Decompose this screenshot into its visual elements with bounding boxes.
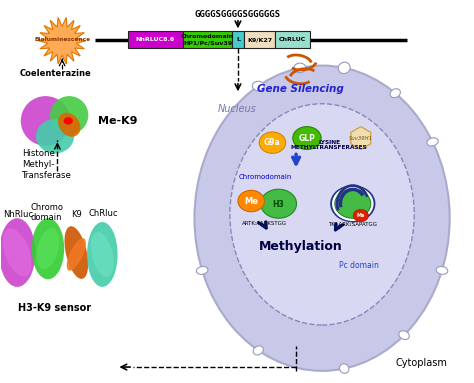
Text: Me: Me [356,213,365,218]
Text: ARTK₁TARKSTGG: ARTK₁TARKSTGG [242,221,287,226]
Text: Coelenterazine: Coelenterazine [19,69,91,78]
Ellipse shape [91,232,114,277]
Ellipse shape [436,267,448,274]
Ellipse shape [253,346,264,355]
Polygon shape [351,127,371,149]
Ellipse shape [32,218,64,279]
Text: Pc domain: Pc domain [338,262,378,270]
Text: Cytoplasm: Cytoplasm [395,358,447,368]
Text: H3: H3 [273,200,284,209]
Ellipse shape [196,267,208,274]
Text: Chromodomain: Chromodomain [238,174,292,180]
Text: K9/K27: K9/K27 [247,37,272,42]
Ellipse shape [252,81,264,91]
Text: TKAARK₂SAPATGG: TKAARK₂SAPATGG [328,222,377,227]
Ellipse shape [399,331,410,340]
Text: K9: K9 [71,210,82,219]
FancyBboxPatch shape [244,31,275,48]
Ellipse shape [427,138,438,146]
Text: Bioluminescence: Bioluminescence [34,37,90,42]
Text: Methylation: Methylation [259,241,343,253]
Text: NhRLUC8.6: NhRLUC8.6 [136,37,175,42]
Ellipse shape [50,96,88,134]
Ellipse shape [58,113,81,137]
Ellipse shape [21,96,71,146]
Ellipse shape [294,63,306,73]
Circle shape [293,127,321,149]
Text: Me-K9: Me-K9 [98,116,137,126]
Circle shape [64,117,73,124]
Ellipse shape [36,119,74,153]
Text: GGGGSGGGGSGGGGGS: GGGGSGGGGSGGGGGS [195,10,281,18]
Ellipse shape [36,228,59,270]
Ellipse shape [3,228,32,277]
Text: ChRLUC: ChRLUC [279,37,306,42]
Circle shape [335,189,371,218]
Ellipse shape [87,222,118,287]
Text: GLP: GLP [299,134,315,142]
Circle shape [238,190,264,212]
Text: Nucleus: Nucleus [218,105,257,115]
Text: ChRluc: ChRluc [88,209,118,218]
FancyBboxPatch shape [128,31,182,48]
FancyBboxPatch shape [232,31,244,48]
Ellipse shape [67,238,86,271]
Ellipse shape [64,226,88,279]
Ellipse shape [194,65,450,371]
Text: LYSINE
METHYLTRANSFERASES: LYSINE METHYLTRANSFERASES [291,139,367,151]
Text: G9a: G9a [264,138,281,147]
Circle shape [259,132,286,153]
Text: NhRluc: NhRluc [3,210,33,219]
Text: Me: Me [244,196,258,206]
Text: Histone
Methyl-
Transferase: Histone Methyl- Transferase [22,149,72,180]
Ellipse shape [338,62,350,74]
Text: Gene Silencing: Gene Silencing [257,84,344,94]
Text: Chromodomain
HP1/Pc/Suv39: Chromodomain HP1/Pc/Suv39 [181,34,234,45]
Text: H3-K9 sensor: H3-K9 sensor [18,303,91,313]
Ellipse shape [390,89,401,98]
Text: Suv39H1: Suv39H1 [349,136,373,141]
Circle shape [353,210,368,222]
Text: Chromo
domain: Chromo domain [30,203,64,222]
FancyBboxPatch shape [182,31,232,48]
Ellipse shape [230,104,414,325]
FancyBboxPatch shape [275,31,310,48]
Ellipse shape [0,218,36,287]
Circle shape [261,189,297,218]
Ellipse shape [339,364,349,373]
Polygon shape [38,18,86,64]
Text: L: L [236,37,240,42]
